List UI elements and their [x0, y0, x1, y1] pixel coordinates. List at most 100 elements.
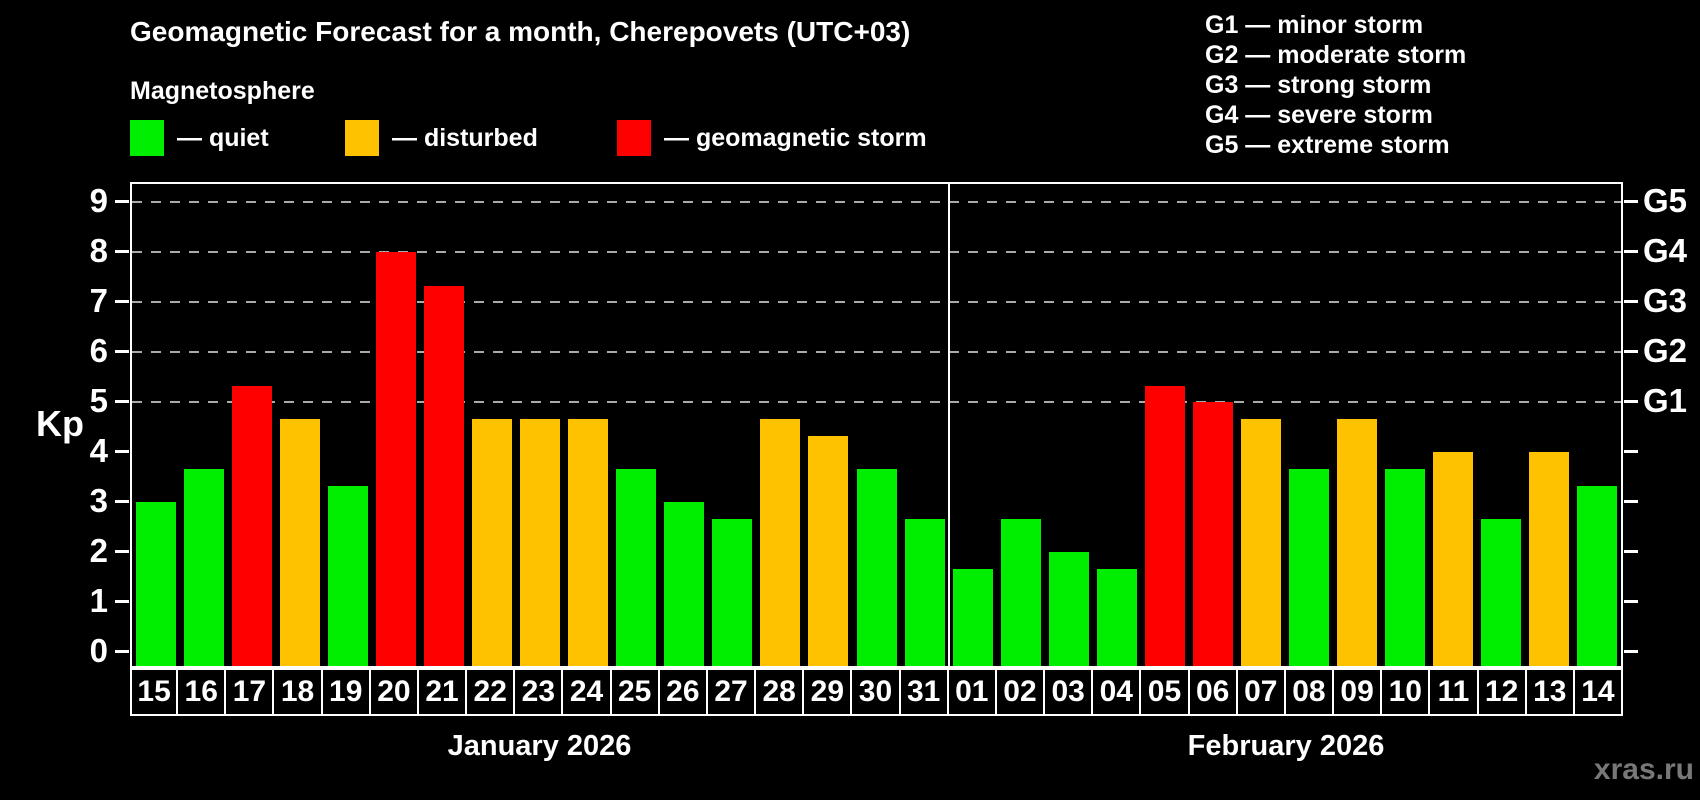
date-cell-13: 13: [1524, 668, 1575, 716]
y-tick-left-6: [115, 350, 129, 353]
bar-day-07-kp-4.67: [1240, 418, 1281, 666]
date-cell-11: 11: [1428, 668, 1479, 716]
date-cell-01: 01: [946, 668, 997, 716]
y-tick-label-4: 4: [89, 432, 108, 469]
date-cell-25: 25: [609, 668, 660, 716]
bar-day-27-kp-2.67: [712, 518, 753, 666]
y-tick-right-3: [1624, 500, 1638, 503]
bar-day-18-kp-4.67: [280, 418, 321, 666]
gridline-kp5: [132, 401, 1621, 403]
g-scale-label-g4: G4: [1643, 232, 1688, 269]
bar-day-29-kp-4.33: [808, 435, 849, 666]
bar-day-13-kp-4: [1528, 452, 1569, 666]
date-cell-16: 16: [176, 668, 227, 716]
disturbed-color-swatch: [345, 120, 379, 156]
bar-day-06-kp-5: [1192, 402, 1233, 666]
bar-day-24-kp-4.67: [568, 418, 609, 666]
date-cell-03: 03: [1043, 668, 1094, 716]
bar-day-04-kp-1.67: [1096, 568, 1137, 666]
bar-day-23-kp-4.67: [520, 418, 561, 666]
g-scale-label-g5: G5: [1643, 182, 1688, 219]
g-scale-label-g2: G2: [1643, 332, 1688, 369]
y-tick-left-3: [115, 500, 129, 503]
g-scale-label-g1: G1: [1643, 382, 1688, 419]
y-tick-left-4: [115, 450, 129, 453]
storm-color-swatch: [617, 120, 651, 156]
y-tick-label-0: 0: [89, 632, 108, 669]
date-cell-19: 19: [320, 668, 371, 716]
date-cell-23: 23: [513, 668, 564, 716]
date-cell-14: 14: [1572, 668, 1623, 716]
legend-label-quiet: — quiet: [177, 123, 269, 152]
date-cell-04: 04: [1091, 668, 1142, 716]
y-tick-right-5: [1624, 400, 1638, 403]
legend-item-quiet: — quiet: [130, 120, 269, 156]
y-tick-label-5: 5: [89, 382, 108, 419]
y-tick-left-2: [115, 550, 129, 553]
bar-day-28-kp-4.67: [760, 418, 801, 666]
storm-scale-g5: G5 — extreme storm: [1205, 131, 1450, 159]
gridline-kp6: [132, 351, 1621, 353]
y-tick-left-8: [115, 250, 129, 253]
y-tick-right-9: [1624, 200, 1638, 203]
date-cell-05: 05: [1139, 668, 1190, 716]
bar-day-16-kp-3.67: [184, 468, 225, 666]
y-tick-label-6: 6: [89, 332, 108, 369]
date-cell-22: 22: [465, 668, 516, 716]
bar-day-03-kp-2: [1048, 552, 1089, 666]
bar-day-09-kp-4.67: [1336, 418, 1377, 666]
date-cell-08: 08: [1283, 668, 1335, 716]
date-cell-15: 15: [130, 668, 179, 716]
storm-scale-g3: G3 — strong storm: [1205, 71, 1432, 99]
date-axis: 15 16 17 18 19 20 21 22 23 24 25 26 27 28 29 30 31 01 02 03…: [130, 668, 1623, 716]
y-tick-right-7: [1624, 300, 1638, 303]
month-label-february: February 2026: [1187, 730, 1385, 762]
legend-label-storm: — geomagnetic storm: [664, 123, 927, 152]
gridline-kp7: [132, 301, 1621, 303]
y-tick-left-1: [115, 600, 129, 603]
y-tick-label-8: 8: [89, 232, 108, 269]
y-tick-left-9: [115, 200, 129, 203]
date-cell-07: 07: [1235, 668, 1286, 716]
legend-item-disturbed: — disturbed: [345, 120, 538, 156]
date-cell-10: 10: [1380, 668, 1431, 716]
bar-day-05-kp-5.33: [1144, 385, 1185, 666]
bar-day-19-kp-3.33: [328, 485, 369, 666]
storm-scale-legend: G1 — minor storm G2 — moderate storm G3 …: [1205, 10, 1466, 160]
date-cell-24: 24: [561, 668, 612, 716]
bar-day-17-kp-5.33: [232, 385, 273, 666]
y-tick-label-3: 3: [89, 482, 108, 519]
bar-day-22-kp-4.67: [472, 418, 513, 666]
bar-day-02-kp-2.67: [1000, 518, 1041, 666]
storm-scale-g2: G2 — moderate storm: [1205, 41, 1467, 69]
bar-day-21-kp-7.33: [424, 285, 465, 666]
g-scale-label-g3: G3: [1643, 282, 1688, 319]
date-cell-17: 17: [224, 668, 275, 716]
date-cell-26: 26: [657, 668, 708, 716]
y-tick-label-1: 1: [89, 582, 108, 619]
watermark: xras.ru: [1593, 753, 1694, 786]
storm-scale-g4: G4 — severe storm: [1205, 101, 1433, 129]
date-cell-18: 18: [272, 668, 323, 716]
date-cell-31: 31: [898, 668, 949, 716]
legend-label-disturbed: — disturbed: [392, 123, 538, 152]
page-title: Geomagnetic Forecast for a month, Cherep…: [130, 16, 911, 47]
y-tick-right-6: [1624, 350, 1638, 353]
y-tick-right-2: [1624, 550, 1638, 553]
y-tick-left-7: [115, 300, 129, 303]
date-cell-27: 27: [705, 668, 757, 716]
y-tick-label-2: 2: [89, 532, 108, 569]
y-tick-left-5: [115, 400, 129, 403]
y-tick-right-4: [1624, 450, 1638, 453]
bar-day-12-kp-2.67: [1480, 518, 1521, 666]
month-separator: [947, 184, 950, 666]
date-cell-12: 12: [1476, 668, 1527, 716]
date-cell-21: 21: [416, 668, 468, 716]
bar-day-26-kp-3: [664, 502, 705, 666]
bar-day-08-kp-3.67: [1288, 468, 1329, 666]
bar-day-31-kp-2.67: [904, 518, 945, 666]
storm-scale-g1: G1 — minor storm: [1205, 11, 1424, 39]
bar-day-15-kp-3: [136, 502, 177, 666]
date-cell-30: 30: [850, 668, 901, 716]
